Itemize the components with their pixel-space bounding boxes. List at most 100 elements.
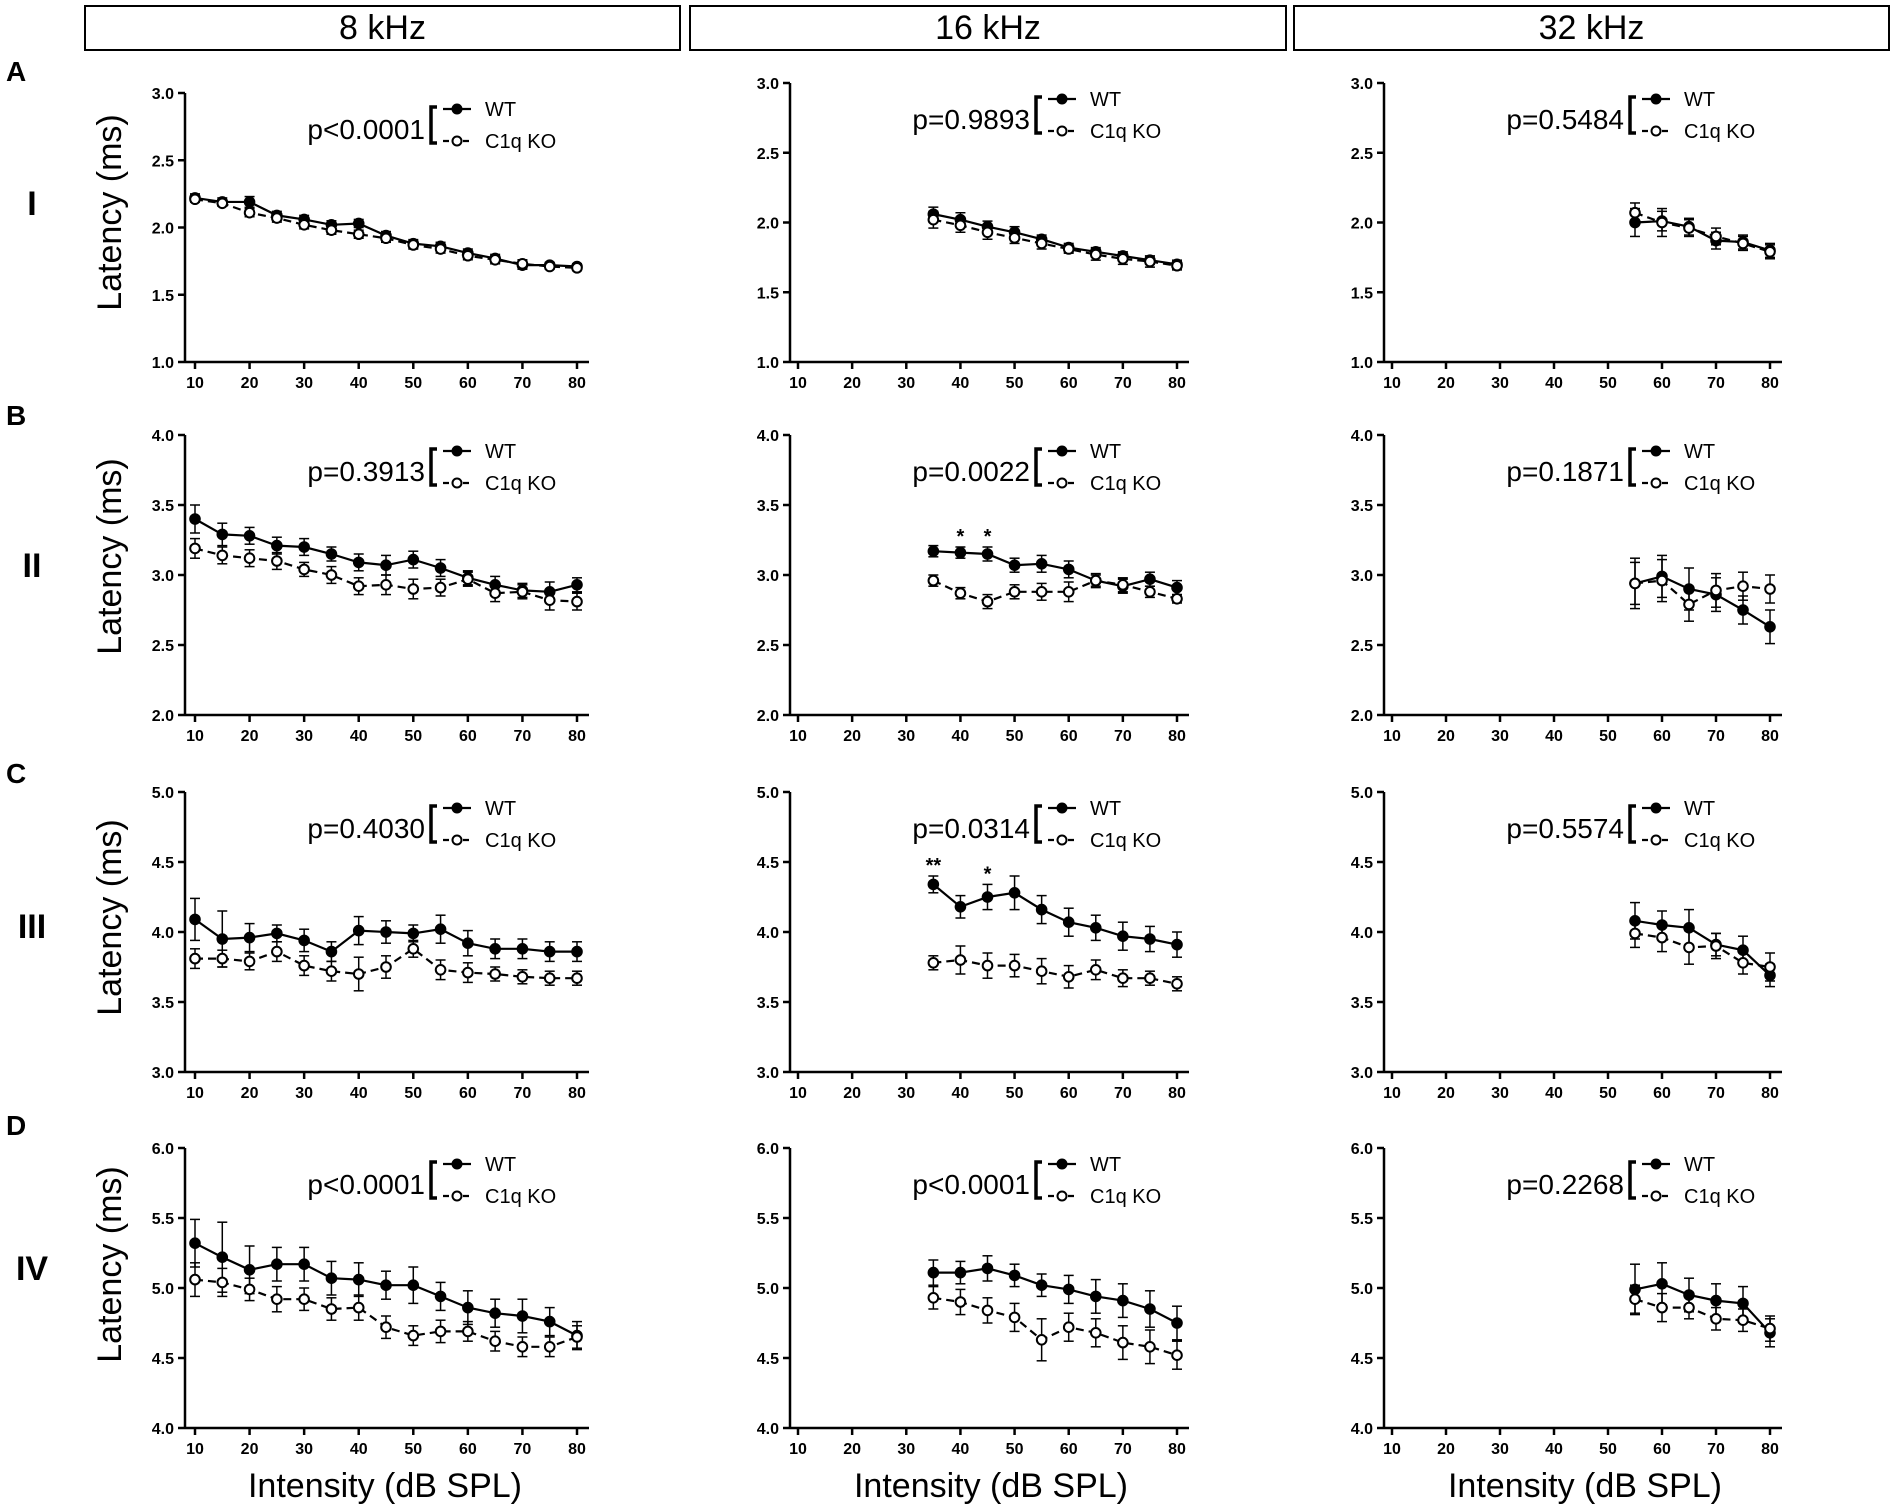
data-point-c1q-ko [1008,232,1021,244]
data-point-c1q-ko [571,595,583,608]
data-point-c1q-ko [462,573,474,586]
data-point-c1q-ko [1035,586,1048,598]
data-point-wt [1117,1294,1129,1307]
data-point-wt [407,927,420,940]
x-tick-label: 20 [241,1085,259,1102]
data-point-wt [1171,938,1183,951]
legend-label-wt: WT [485,798,516,820]
data-point-wt [954,546,967,559]
x-tick-label: 50 [404,728,422,745]
x-tick-label: 70 [1707,375,1725,392]
legend-label-wt: WT [1090,798,1121,820]
data-point-c1q-ko [325,569,338,581]
data-point-c1q-ko [1117,579,1129,591]
legend-label-wt: WT [1090,441,1121,463]
data-point-wt [954,901,967,913]
data-point-c1q-ko [1710,230,1722,243]
data-point-c1q-ko [981,226,994,239]
x-tick-label: 30 [897,1085,915,1102]
x-tick-label: 80 [1168,1441,1186,1458]
chart-a-8-khz: 1.0 1.5 2.0 2.5 3.0 10 20 30 40 50 60 70 80 p<0.0001 W… [152,86,589,392]
y-tick-label: 5.5 [152,1211,174,1228]
data-point-wt [981,548,994,560]
x-axis-label-32khz: Intensity (dB SPL) [1447,1467,1722,1505]
data-point-c1q-ko [407,1329,420,1342]
data-point-c1q-ko [1629,927,1641,940]
x-tick-label: 70 [1707,1085,1725,1102]
series-wt [927,875,1183,958]
data-point-c1q-ko [243,1283,256,1296]
y-tick-label: 3.0 [152,568,174,585]
y-tick-label: 2.5 [152,638,174,655]
comparison-bracket [429,447,437,487]
significance-marker: * [984,863,992,885]
x-tick-label: 40 [952,375,970,392]
p-value: p=0.4030 [307,813,425,844]
data-point-c1q-ko [1062,1321,1075,1333]
x-tick-label: 60 [1653,1441,1671,1458]
legend-label-ko: C1q KO [485,1186,556,1208]
row-letter-c: C [6,758,27,789]
data-point-c1q-ko [927,1292,940,1304]
data-point-c1q-ko [1683,941,1695,954]
legend-marker-wt [1650,93,1662,105]
series-line-c1q-ko [933,218,1178,267]
data-point-c1q-ko [489,968,501,980]
y-tick-label: 4.5 [1351,855,1373,872]
x-tick-label: 10 [186,1441,204,1458]
p-value: p=0.5484 [1506,104,1624,135]
x-tick-label: 60 [1060,1441,1078,1458]
data-point-wt [543,1315,556,1328]
comparison-bracket [1034,447,1042,487]
data-point-c1q-ko [434,964,447,976]
data-point-c1q-ko [1171,593,1183,605]
legend-label-ko: C1q KO [1090,121,1161,143]
data-point-c1q-ko [298,1293,310,1305]
data-point-c1q-ko [325,965,338,978]
series-c1q-ko [927,572,1183,610]
data-point-wt [271,927,283,940]
data-point-c1q-ko [954,1296,967,1308]
data-point-wt [1144,1303,1156,1315]
data-point-c1q-ko [981,1304,994,1317]
legend-label-ko: C1q KO [485,473,556,495]
data-point-c1q-ko [216,549,229,562]
y-tick-label: 5.0 [757,1281,779,1298]
data-point-wt [1062,916,1075,929]
comparison-bracket [1628,1160,1636,1200]
legend-label-wt: WT [1090,1154,1121,1176]
data-point-wt [1035,558,1048,570]
series-c1q-ko [1629,558,1776,622]
y-tick-label: 2.5 [1351,638,1373,655]
x-tick-label: 30 [295,1085,313,1102]
data-point-wt [243,931,256,944]
p-value: p<0.0001 [912,1169,1030,1200]
x-tick-label: 50 [1006,375,1024,392]
data-point-c1q-ko [189,1273,201,1286]
p-value: p=0.0314 [912,813,1030,844]
data-point-c1q-ko [1008,1311,1021,1324]
data-point-c1q-ko [1710,1313,1722,1325]
column-header-8khz: 8 kHz [84,5,681,51]
significance-marker: ** [926,855,942,877]
data-point-wt [927,545,940,558]
data-point-wt [1656,1278,1668,1290]
x-tick-label: 20 [241,375,259,392]
y-tick-label: 5.0 [152,1281,174,1298]
data-point-c1q-ko [1737,237,1749,250]
y-tick-label: 3.0 [757,76,779,93]
data-point-c1q-ko [1035,237,1048,250]
comparison-bracket [1628,804,1636,844]
data-point-wt [380,1279,392,1291]
data-point-c1q-ko [1764,1322,1776,1335]
wave-label-iii: III [17,908,47,946]
comparison-bracket [1034,1160,1042,1200]
x-tick-label: 80 [568,375,586,392]
y-tick-label: 5.5 [1351,1211,1373,1228]
data-point-c1q-ko [927,213,940,226]
p-value: p=0.5574 [1506,813,1624,844]
x-tick-label: 30 [295,728,313,745]
data-point-c1q-ko [1144,586,1156,598]
data-point-c1q-ko [1764,245,1776,258]
legend-marker-wt [1650,1158,1662,1170]
